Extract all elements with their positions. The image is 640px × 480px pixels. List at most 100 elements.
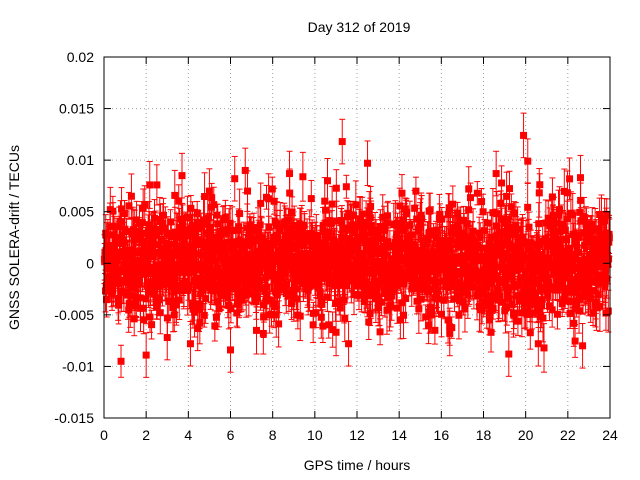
marker-square bbox=[118, 205, 126, 213]
marker-square bbox=[242, 281, 250, 289]
data-point bbox=[146, 160, 154, 209]
marker-square bbox=[202, 295, 210, 303]
marker-square bbox=[305, 282, 313, 290]
marker-square bbox=[228, 227, 236, 235]
marker-square bbox=[140, 316, 148, 324]
marker-square bbox=[141, 200, 149, 208]
marker-square bbox=[154, 241, 162, 249]
marker-square bbox=[110, 274, 118, 282]
marker-square bbox=[192, 274, 200, 282]
marker-square bbox=[223, 275, 231, 283]
marker-square bbox=[215, 305, 223, 313]
marker-square bbox=[171, 191, 179, 199]
marker-square bbox=[266, 296, 274, 304]
marker-square bbox=[341, 314, 349, 322]
marker-square bbox=[316, 239, 324, 247]
marker-square bbox=[288, 208, 296, 216]
marker-square bbox=[325, 321, 333, 329]
marker-square bbox=[342, 282, 350, 290]
marker-square bbox=[178, 242, 186, 250]
marker-square bbox=[104, 231, 112, 239]
marker-square bbox=[335, 297, 343, 305]
marker-square bbox=[171, 273, 179, 281]
marker-square bbox=[149, 250, 157, 258]
marker-square bbox=[323, 293, 331, 301]
data-point bbox=[299, 151, 307, 202]
marker-square bbox=[108, 287, 116, 295]
marker-square bbox=[126, 302, 134, 310]
marker-square bbox=[142, 295, 150, 303]
marker-square bbox=[188, 222, 196, 230]
marker-square bbox=[292, 285, 300, 293]
marker-square bbox=[117, 357, 125, 365]
marker-square bbox=[313, 236, 321, 244]
marker-square bbox=[175, 264, 183, 272]
marker-square bbox=[146, 313, 154, 321]
marker-square bbox=[191, 229, 199, 237]
marker-square bbox=[164, 229, 172, 237]
marker-square bbox=[224, 289, 232, 297]
marker-square bbox=[208, 194, 216, 202]
marker-square bbox=[260, 301, 268, 309]
marker-square bbox=[355, 222, 363, 230]
marker-square bbox=[148, 321, 156, 329]
marker-square bbox=[257, 199, 265, 207]
marker-square bbox=[197, 290, 205, 298]
marker-square bbox=[307, 195, 315, 203]
marker-square bbox=[226, 219, 234, 227]
marker-square bbox=[282, 221, 290, 229]
marker-square bbox=[271, 302, 279, 310]
marker-square bbox=[312, 309, 320, 317]
marker-square bbox=[186, 255, 194, 263]
marker-square bbox=[328, 219, 336, 227]
marker-square bbox=[262, 297, 270, 305]
data-point bbox=[148, 309, 156, 340]
marker-square bbox=[216, 284, 224, 292]
marker-square bbox=[210, 201, 218, 209]
marker-square bbox=[349, 211, 357, 219]
data-point bbox=[117, 344, 125, 378]
marker-square bbox=[234, 300, 242, 308]
marker-square bbox=[281, 283, 289, 291]
marker-square bbox=[145, 221, 153, 229]
marker-square bbox=[212, 313, 220, 321]
marker-square bbox=[353, 240, 361, 248]
marker-square bbox=[272, 311, 280, 319]
marker-square bbox=[296, 220, 304, 228]
marker-square bbox=[144, 227, 152, 235]
marker-square bbox=[358, 291, 366, 299]
marker-square bbox=[335, 276, 343, 284]
marker-square bbox=[227, 305, 235, 313]
marker-square bbox=[298, 241, 306, 249]
marker-square bbox=[150, 225, 158, 233]
marker-square bbox=[307, 277, 315, 285]
marker-square bbox=[191, 308, 199, 316]
marker-square bbox=[309, 243, 317, 251]
marker-square bbox=[211, 322, 219, 330]
marker-square bbox=[113, 248, 121, 256]
marker-square bbox=[173, 230, 181, 238]
marker-square bbox=[336, 241, 344, 249]
marker-square bbox=[128, 292, 136, 300]
marker-square bbox=[115, 280, 123, 288]
marker-square bbox=[201, 193, 209, 201]
marker-square bbox=[239, 238, 247, 246]
marker-square bbox=[285, 292, 293, 300]
data-point bbox=[319, 309, 327, 344]
marker-square bbox=[173, 234, 181, 242]
marker-square bbox=[125, 306, 133, 314]
marker-square bbox=[324, 234, 332, 242]
marker-square bbox=[281, 270, 289, 278]
marker-square bbox=[268, 185, 276, 193]
marker-square bbox=[115, 301, 123, 309]
marker-square bbox=[117, 266, 125, 274]
marker-square bbox=[119, 277, 127, 285]
marker-square bbox=[176, 281, 184, 289]
marker-square bbox=[322, 219, 330, 227]
marker-square bbox=[131, 231, 139, 239]
marker-square bbox=[150, 214, 158, 222]
data-point bbox=[156, 291, 164, 335]
marker-square bbox=[308, 230, 316, 238]
marker-square bbox=[197, 222, 205, 230]
